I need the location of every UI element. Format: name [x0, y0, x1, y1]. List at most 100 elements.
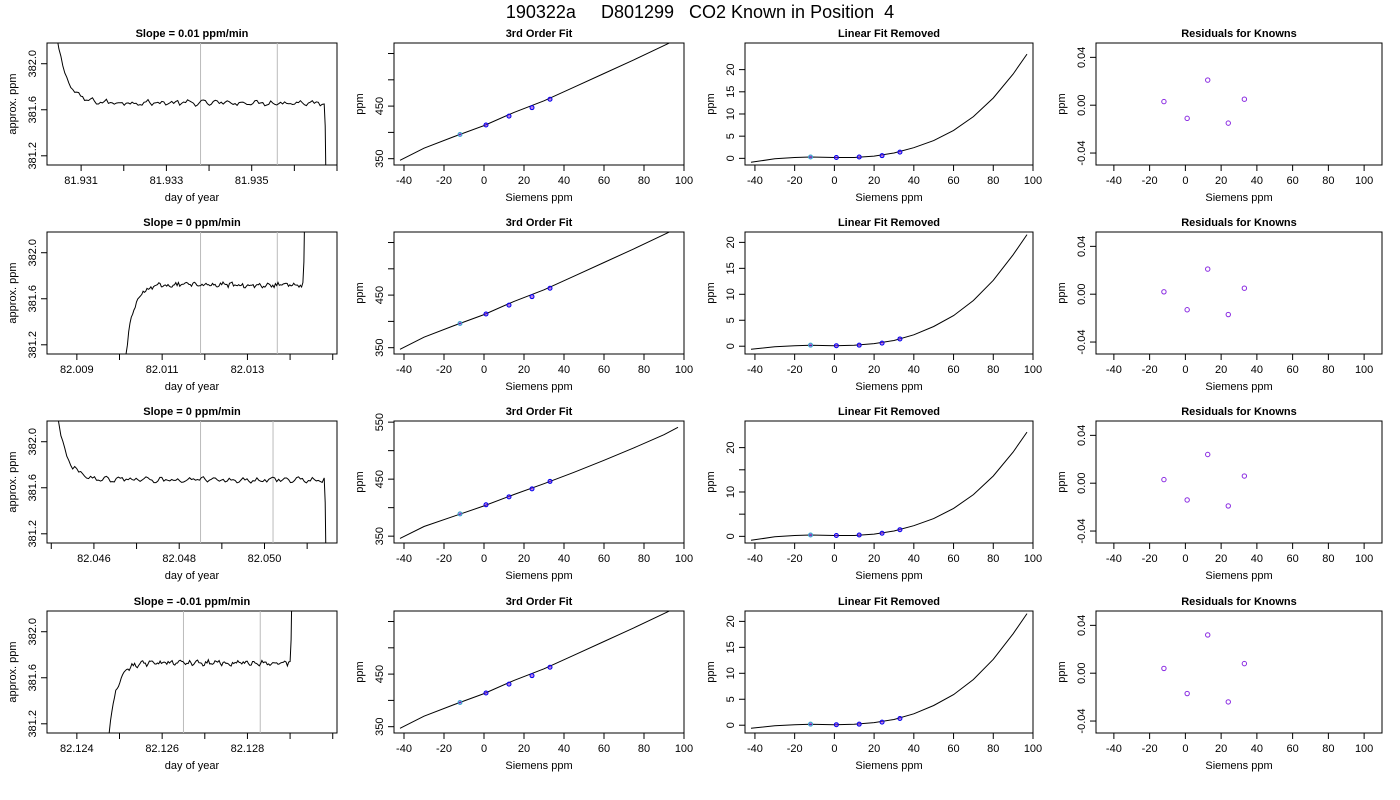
data-point	[457, 321, 463, 326]
data-point	[1241, 660, 1248, 667]
panel-title: Slope = 0 ppm/min	[143, 217, 241, 229]
y-tick-label: -0.04	[1076, 330, 1088, 355]
y-tick-label: 381.6	[27, 474, 39, 502]
y-tick-label: -0.04	[1076, 709, 1088, 734]
data-point	[879, 153, 885, 159]
x-tick-label: 0	[831, 743, 837, 755]
x-tick-label: 0	[831, 364, 837, 376]
y-tick-label: 20	[725, 63, 737, 75]
x-axis-label: Siemens ppm	[1205, 760, 1272, 772]
x-tick-label: 82.050	[248, 553, 282, 565]
x-tick-label: 60	[947, 364, 959, 376]
x-tick-label: 20	[1215, 175, 1227, 187]
y-axis-label: ppm	[1056, 282, 1068, 303]
fit-curve	[750, 431, 1028, 541]
panel-r3-c1: 3rd Order Fit Siemens ppm ppm -40 -20 0 20 40 60…	[354, 596, 693, 772]
data-point	[856, 342, 862, 348]
x-tick-label: 82.013	[231, 364, 265, 376]
fit-curve	[399, 611, 671, 729]
x-tick-label: 82.126	[145, 743, 179, 755]
panel-title: Residuals for Knowns	[1181, 28, 1297, 40]
panel-title: Linear Fit Removed	[838, 406, 940, 418]
data-point	[483, 502, 489, 508]
x-tick-label: 20	[518, 743, 530, 755]
data-point	[879, 719, 885, 725]
x-tick-label: -20	[436, 175, 452, 187]
y-axis-label: ppm	[354, 471, 366, 492]
x-tick-label: -20	[1142, 175, 1158, 187]
y-tick-label: 0.04	[1076, 236, 1088, 257]
panel-r3-c3: Residuals for Knowns Siemens ppm ppm -40 -20…	[1056, 596, 1383, 772]
plot-area	[1161, 266, 1248, 318]
y-axis-label: approx. ppm	[7, 262, 19, 323]
x-axis-label: Siemens ppm	[1205, 192, 1272, 204]
x-tick-label: -40	[396, 364, 412, 376]
y-tick-label: 382.0	[27, 50, 39, 78]
data-point	[856, 532, 862, 538]
x-tick-label: -20	[436, 364, 452, 376]
x-tick-label: 20	[868, 743, 880, 755]
x-tick-label: 82.128	[231, 743, 265, 755]
plot-area	[57, 421, 327, 543]
plot-frame	[46, 420, 338, 544]
x-tick-label: -40	[747, 364, 763, 376]
y-tick-label: 381.2	[27, 142, 39, 170]
y-tick-label: 0	[725, 533, 737, 539]
plot-area	[1161, 632, 1248, 705]
y-tick-label: 0.00	[1076, 283, 1088, 304]
plot-area	[399, 611, 671, 729]
x-tick-label: 82.046	[77, 553, 111, 565]
data-point	[1225, 311, 1231, 318]
y-axis-label: ppm	[705, 282, 717, 303]
panel-r3-c2: Linear Fit Removed Siemens ppm ppm -40 -20 0 2…	[705, 596, 1042, 772]
data-point	[483, 311, 489, 317]
x-tick-label: 100	[1024, 175, 1042, 187]
y-tick-label: -0.04	[1076, 519, 1088, 544]
fit-curve	[399, 232, 671, 350]
x-tick-label: -40	[747, 743, 763, 755]
y-tick-label: 382.0	[27, 428, 39, 456]
y-tick-label: 350	[374, 527, 386, 545]
x-tick-label: 60	[947, 743, 959, 755]
y-tick-label: 5	[725, 133, 737, 139]
x-tick-label: 80	[987, 553, 999, 565]
time-series-trace	[57, 43, 327, 165]
time-series-trace	[57, 421, 327, 543]
data-point	[529, 294, 535, 300]
y-tick-label: 5	[725, 696, 737, 702]
y-tick-label: 0.04	[1076, 425, 1088, 446]
data-point	[808, 532, 814, 538]
data-point	[833, 154, 839, 160]
x-tick-label: 82.124	[60, 743, 94, 755]
plot-area	[399, 426, 679, 539]
x-tick-label: -40	[1106, 364, 1122, 376]
data-point	[1161, 289, 1167, 295]
panel-r0-c2: Linear Fit Removed Siemens ppm ppm -40 -20 0 2…	[705, 28, 1042, 204]
y-tick-label: 382.0	[27, 618, 39, 646]
x-axis-label: day of year	[165, 192, 220, 204]
x-tick-label: 100	[1024, 364, 1042, 376]
panel-r1-c2: Linear Fit Removed Siemens ppm ppm -40 -20 0 2…	[705, 217, 1042, 393]
x-axis-label: Siemens ppm	[855, 570, 922, 582]
x-tick-label: 80	[638, 743, 650, 755]
data-point	[547, 478, 553, 484]
x-tick-label: 20	[1215, 553, 1227, 565]
x-tick-label: 100	[1024, 743, 1042, 755]
x-tick-label: 80	[638, 364, 650, 376]
panel-r2-c2: Linear Fit Removed Siemens ppm ppm -40 -20 0 2…	[705, 406, 1042, 582]
x-tick-label: 40	[908, 175, 920, 187]
plot-frame	[1095, 420, 1383, 544]
x-tick-label: 20	[868, 364, 880, 376]
panel-title: Residuals for Knowns	[1181, 217, 1297, 229]
plot-area	[1161, 77, 1248, 126]
panel-title: 3rd Order Fit	[506, 406, 573, 418]
x-tick-label: 0	[1182, 553, 1188, 565]
data-point	[1184, 307, 1190, 313]
data-point	[529, 673, 535, 679]
x-tick-label: 20	[1215, 364, 1227, 376]
x-tick-label: 100	[675, 743, 693, 755]
y-tick-label: 0.04	[1076, 615, 1088, 636]
y-tick-label: 0	[725, 155, 737, 161]
plot-frame	[393, 610, 685, 734]
x-tick-label: 80	[638, 175, 650, 187]
